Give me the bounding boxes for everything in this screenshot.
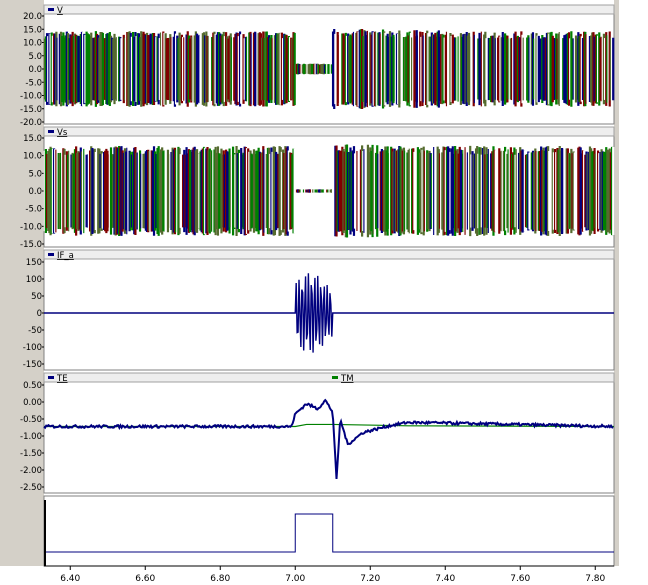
x-tick-label: 6.60 (135, 574, 155, 584)
y-tick-label: 0.0 (28, 65, 42, 75)
y-tick-label: 10.0 (23, 39, 42, 49)
right-strip (614, 0, 619, 566)
y-tick-label: -150 (23, 360, 42, 370)
x-tick-label: 6.80 (210, 574, 230, 584)
y-tick-label: 0.00 (23, 398, 42, 408)
y-tick-label: 150 (26, 258, 42, 268)
if-a-trace (44, 273, 614, 353)
y-tick-label: 15.0 (23, 134, 42, 144)
y-tick-label: 50 (31, 292, 42, 302)
x-axis: 6.40 6.60 6.80 7.00 7.20 7.40 7.60 7.80 (44, 565, 614, 584)
legend-label-0: Vs (57, 128, 68, 138)
x-tick-label: 6.40 (60, 574, 80, 584)
legend-bar (43, 4, 615, 15)
plot-area (43, 495, 615, 567)
y-tick-label: -0.50 (20, 415, 42, 425)
voltage-trace (43, 144, 615, 238)
y-tick-label: -20.0 (20, 118, 42, 128)
legend-label-0: TE (56, 374, 68, 384)
breaker-trace (44, 513, 614, 553)
chart-panel-4 (43, 495, 615, 567)
y-tick-label: 0.50 (23, 381, 42, 391)
chart-panel-3: TE TM 0.50 0.00 -0.50 -1.00 -1.50 -2.00 -2.50 (20, 372, 615, 494)
y-tick-label: -5.0 (25, 78, 42, 88)
y-tick-label: -100 (23, 343, 42, 353)
y-tick-label: -5.0 (25, 205, 42, 215)
y-tick-label: -1.50 (20, 449, 42, 459)
plot-area (43, 372, 615, 494)
x-tick-label: 7.40 (435, 574, 455, 584)
y-tick-label: -2.50 (20, 483, 42, 493)
y-tick-label: -15.0 (20, 240, 42, 250)
legend-label-0: V (57, 6, 63, 16)
voltage-trace (43, 28, 615, 110)
te-trace (43, 398, 614, 479)
legend-swatch-0 (48, 253, 54, 256)
left-gutter (0, 0, 44, 566)
y-tick-label: -10.0 (20, 222, 42, 232)
y-tick-label: 10.0 (23, 152, 42, 162)
legend-swatch-1 (332, 376, 338, 379)
x-tick-label: 7.80 (585, 574, 605, 584)
legend-label-1: TM (340, 374, 354, 384)
x-tick-label: 7.20 (360, 574, 380, 584)
chart-panel-1: Vs 15.0 10.0 5.0 0.0 -5.0 -10.0 -15.0 (20, 126, 615, 250)
y-tick-label: 5.0 (28, 52, 42, 62)
y-tick-label: -10.0 (20, 92, 42, 102)
x-tick-label: 7.00 (285, 574, 305, 584)
legend-swatch-0 (48, 130, 54, 133)
y-tick-label: -2.00 (20, 466, 42, 476)
y-tick-label: 5.0 (28, 169, 42, 179)
legend-bar (43, 126, 615, 137)
y-tick-label: -15.0 (20, 105, 42, 115)
legend-bar (43, 372, 615, 383)
legend-label-0: IF_a (57, 251, 74, 261)
x-tick-label: 7.60 (510, 574, 530, 584)
y-tick-label: 15.0 (23, 25, 42, 35)
legend-swatch-0 (48, 8, 54, 11)
y-tick-label: 20.0 (23, 12, 42, 22)
y-tick-label: -1.00 (20, 432, 42, 442)
y-tick-label: -50 (28, 326, 42, 336)
chart-panel-0: V 20.0 15.0 10.0 5.0 0.0 -5.0 -10.0 -15.0 -20.0 (20, 4, 615, 128)
legend-bar (43, 249, 615, 260)
y-tick-label: 0 (37, 309, 42, 319)
y-tick-label: 0.0 (28, 187, 42, 197)
y-tick-label: 100 (26, 275, 42, 285)
chart-panel-2: IF_a 150 100 50 0 -50 -100 -150 (23, 249, 615, 371)
legend-swatch-0 (48, 376, 54, 379)
